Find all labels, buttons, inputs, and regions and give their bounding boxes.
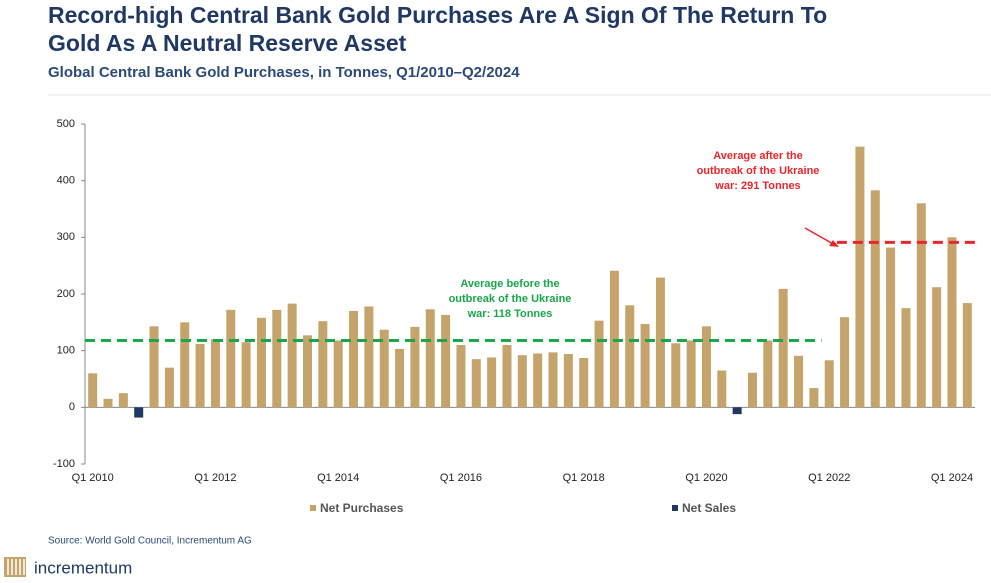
y-tick-label: 400: [57, 175, 75, 187]
bar: [471, 359, 481, 408]
bar: [594, 320, 604, 408]
bar: [287, 303, 297, 408]
bar: [256, 317, 266, 408]
bar: [318, 321, 328, 408]
bar: [533, 353, 543, 408]
bar: [932, 287, 942, 408]
bar: [962, 303, 972, 408]
bar: [272, 309, 282, 408]
annotation: outbreak of the Ukraine: [449, 293, 572, 305]
bar: [701, 326, 711, 408]
y-tick-label: 0: [69, 401, 75, 413]
bar: [441, 314, 451, 408]
bar: [824, 360, 834, 408]
y-tick-label: 500: [57, 118, 75, 130]
bar: [487, 357, 497, 408]
bar: [210, 339, 220, 408]
bar: [364, 306, 374, 408]
bar: [640, 324, 650, 408]
bar: [410, 326, 420, 408]
bar: [195, 343, 205, 408]
bar: [118, 393, 128, 408]
bar: [333, 340, 343, 408]
bar: [855, 146, 865, 408]
x-tick-label: Q1 2020: [685, 472, 727, 484]
bar: [502, 345, 512, 408]
bar: [886, 247, 896, 408]
bar: [732, 407, 742, 415]
bar: [379, 329, 389, 408]
y-tick-label: -100: [53, 458, 75, 470]
bar: [134, 407, 144, 418]
bar: [717, 370, 727, 408]
bar: [241, 342, 251, 408]
bar: [303, 335, 312, 408]
x-tick-label: Q1 2016: [440, 472, 482, 484]
chart-title: Record-high Central Bank Gold Purchases …: [48, 2, 827, 28]
bar: [456, 345, 466, 408]
bar: [625, 305, 635, 408]
annotation: Average before the: [460, 278, 559, 290]
chart-subtitle: Global Central Bank Gold Purchases, in T…: [48, 64, 520, 81]
x-tick-label: Q1 2012: [194, 472, 236, 484]
bar: [180, 322, 190, 408]
bar: [88, 373, 98, 408]
bar: [870, 190, 880, 408]
x-tick-label: Q1 2014: [317, 472, 359, 484]
bar: [548, 352, 558, 408]
x-tick-label: Q1 2010: [72, 472, 114, 484]
legend-swatch: [310, 505, 316, 511]
bar: [563, 354, 573, 408]
bar: [901, 308, 911, 408]
annotation-arrow: [804, 227, 836, 246]
arrow-head: [829, 240, 839, 247]
bar: [226, 309, 236, 408]
source: Source: World Gold Council, Incrementum …: [48, 536, 252, 547]
bar: [794, 355, 804, 408]
bar: [517, 355, 527, 408]
bar: [748, 372, 757, 408]
bar: [916, 203, 926, 408]
annotation: war: 118 Tonnes: [467, 308, 553, 320]
bar: [349, 311, 359, 408]
y-tick-label: 100: [57, 345, 75, 357]
legend-label: Net Sales: [682, 501, 736, 515]
bar: [164, 367, 174, 408]
bar: [579, 358, 589, 408]
bar: [395, 348, 405, 408]
chart-title: Gold As A Neutral Reserve Asset: [48, 30, 407, 56]
x-tick-label: Q1 2024: [931, 472, 973, 484]
y-tick-label: 200: [57, 288, 75, 300]
bar: [425, 309, 435, 408]
x-tick-label: Q1 2018: [563, 472, 605, 484]
bar: [671, 343, 681, 408]
legend-label: Net Purchases: [320, 501, 404, 515]
logo: [4, 557, 26, 577]
bar: [809, 388, 819, 408]
bar: [149, 326, 159, 408]
annotation: war: 291 Tonnes: [714, 180, 800, 192]
annotation: Average after the: [713, 150, 802, 162]
y-tick-label: 300: [57, 231, 75, 243]
annotation: outbreak of the Ukraine: [697, 165, 820, 177]
bar: [655, 277, 665, 408]
bar: [763, 340, 773, 408]
bar: [947, 237, 957, 408]
bar: [778, 288, 788, 408]
bar: [686, 340, 696, 408]
x-tick-label: Q1 2022: [808, 472, 850, 484]
bar: [840, 317, 850, 408]
bar: [103, 398, 113, 408]
legend-swatch: [672, 505, 678, 511]
brand: incrementum: [34, 558, 132, 577]
